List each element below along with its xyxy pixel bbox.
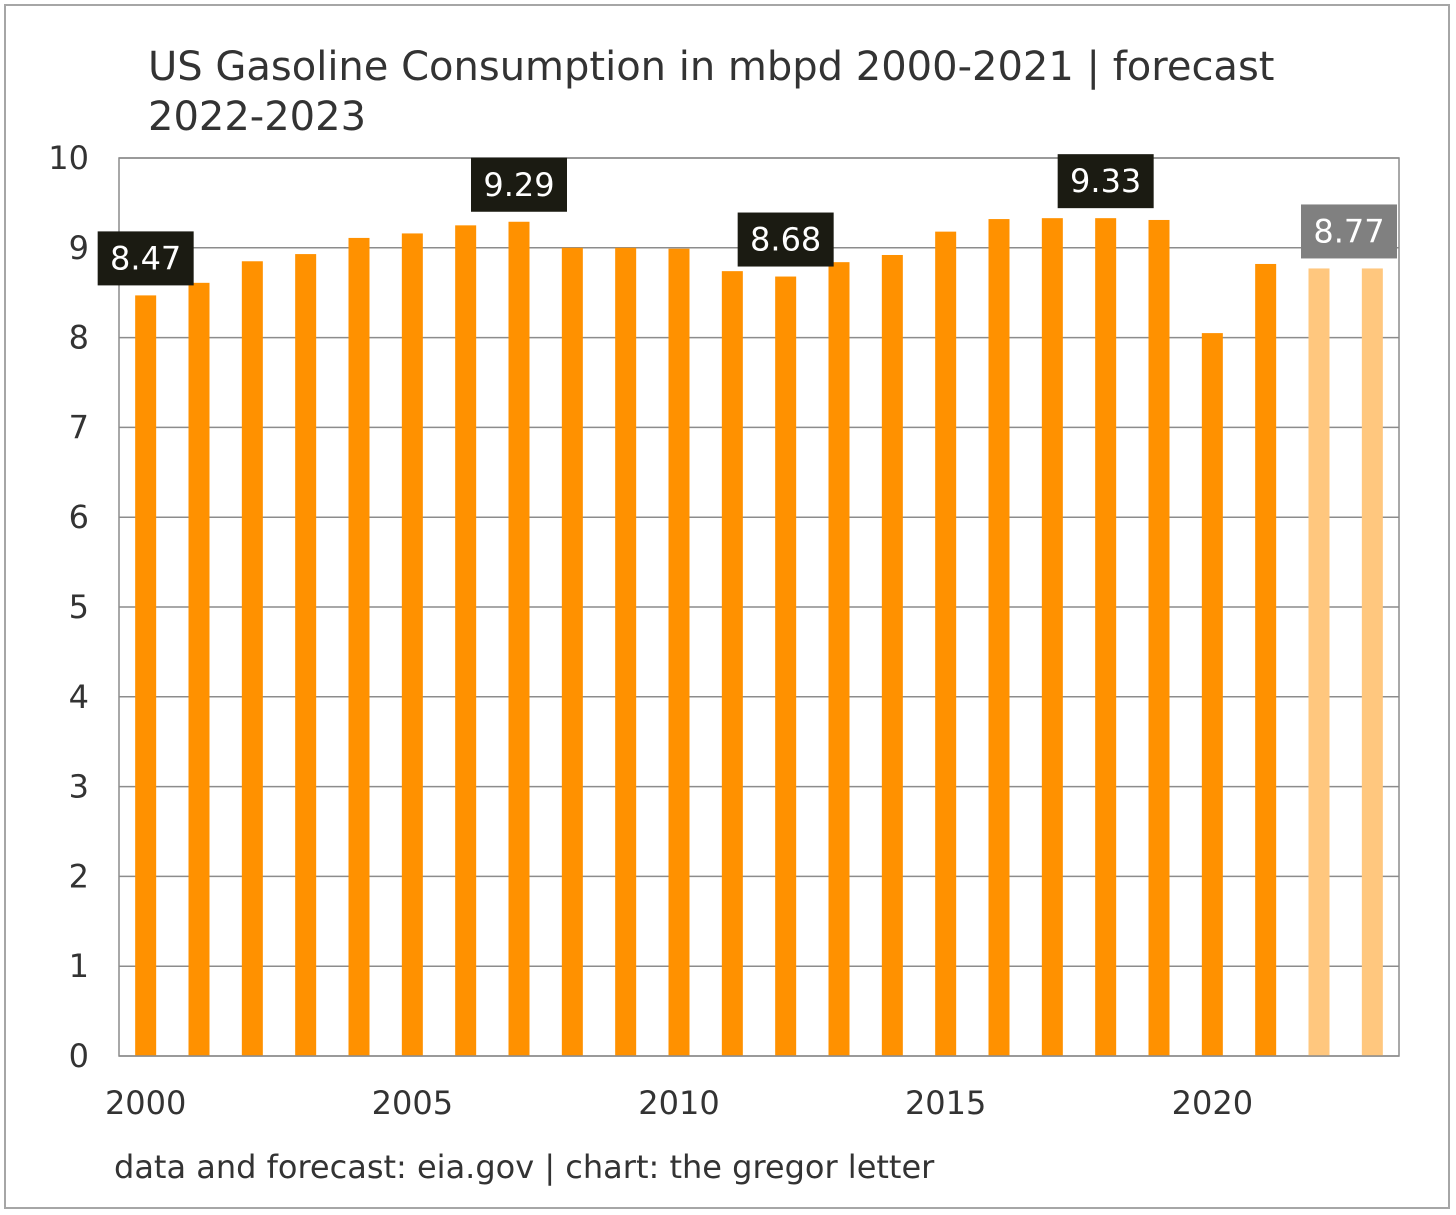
- bar-2018: [1095, 218, 1117, 1056]
- data-label-box: [737, 212, 834, 267]
- data-label-value: 8.68: [750, 221, 821, 259]
- y-tick-label: 6: [69, 498, 89, 536]
- bar-2013: [828, 262, 850, 1057]
- data-label-box: [1301, 204, 1397, 259]
- x-tick-label: 2020: [1172, 1084, 1253, 1122]
- bar-2007: [508, 221, 530, 1056]
- data-label-value: 9.29: [483, 166, 554, 204]
- x-tick-label: 2005: [372, 1084, 453, 1122]
- x-tick-label: 2015: [905, 1084, 986, 1122]
- data-label-box: [1057, 154, 1154, 209]
- source-note: data and forecast: eia.gov | chart: the …: [114, 1148, 935, 1186]
- y-tick-label: 1: [69, 947, 89, 985]
- x-tick-label: 2000: [105, 1084, 186, 1122]
- bar-2011: [721, 271, 743, 1056]
- chart-title: US Gasoline Consumption in mbpd 2000-202…: [148, 44, 1275, 140]
- chart-frame: US Gasoline Consumption in mbpd 2000-202…: [4, 4, 1450, 1209]
- bar-chart: 0 1 2 3 4 5 6 7 8 9 10 2000 2005 2010 2015 2020 8.47 9.2…: [48, 139, 1400, 1122]
- bar-2023: [1361, 268, 1383, 1057]
- y-tick-label: 5: [69, 588, 89, 626]
- bar-2005: [401, 233, 423, 1056]
- data-label-2012: 8.68: [737, 212, 834, 267]
- bar-2001: [188, 282, 210, 1056]
- bar-2022: [1308, 268, 1330, 1057]
- bar-2019: [1148, 219, 1170, 1056]
- bar-2004: [348, 237, 370, 1056]
- bar-2016: [988, 219, 1010, 1057]
- y-tick-label: 2: [69, 857, 89, 895]
- y-tick-label: 9: [69, 229, 89, 267]
- bar-2006: [455, 225, 477, 1057]
- data-labels: 8.47 9.29 8.68 9.33 8.77: [97, 154, 1397, 286]
- data-label-value: 8.47: [110, 239, 181, 277]
- bar-2003: [295, 254, 317, 1056]
- y-tick-label: 4: [69, 678, 89, 716]
- bar-2017: [1041, 218, 1063, 1056]
- bar-2010: [668, 248, 690, 1056]
- data-label-value: 8.77: [1313, 212, 1384, 250]
- data-label-2018: 9.33: [1057, 154, 1154, 209]
- bar-2021: [1255, 263, 1277, 1056]
- bar-2008: [561, 247, 583, 1057]
- data-label-box: [97, 231, 194, 286]
- bar-2002: [241, 261, 263, 1056]
- y-tick-label: 10: [48, 139, 89, 177]
- bar-2009: [615, 247, 637, 1057]
- x-tick-label: 2010: [638, 1084, 719, 1122]
- y-tick-label: 8: [69, 319, 89, 357]
- data-label-value: 9.33: [1070, 162, 1141, 200]
- data-label-2023: 8.77: [1301, 204, 1397, 259]
- data-label-2000: 8.47: [97, 231, 194, 286]
- data-label-2007: 9.29: [471, 157, 567, 212]
- y-tick-label: 3: [69, 768, 89, 806]
- bar-2015: [935, 231, 957, 1057]
- plot-border: [118, 157, 1400, 1057]
- bar-2000: [135, 295, 157, 1056]
- axes: 0 1 2 3 4 5 6 7 8 9 10 2000 2005 2010 2015 2020: [48, 139, 1400, 1122]
- y-tick-label: 7: [69, 408, 89, 446]
- bar-2014: [881, 254, 903, 1056]
- bars: [135, 218, 1383, 1057]
- bar-2012: [775, 276, 797, 1056]
- y-tick-label: 0: [69, 1037, 89, 1075]
- bar-2020: [1201, 333, 1223, 1056]
- data-label-box: [471, 157, 567, 212]
